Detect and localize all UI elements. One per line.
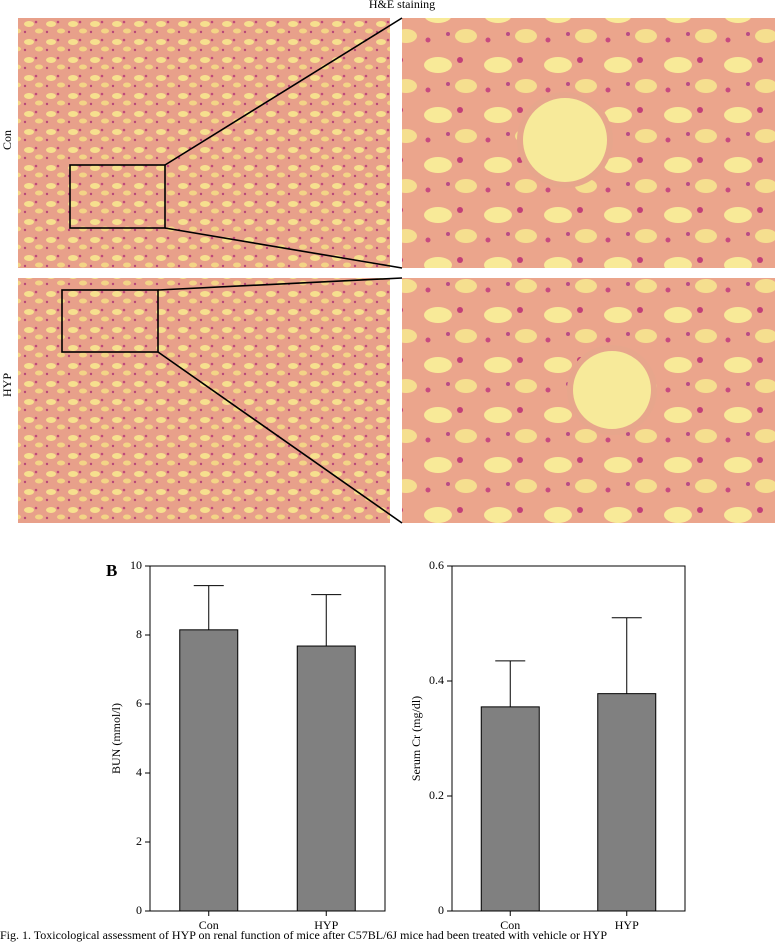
zoom-indicators [61, 17, 403, 524]
glomerulus [517, 92, 613, 188]
zoom-box [61, 289, 159, 353]
zoom-line [157, 351, 403, 524]
micrograph [18, 278, 390, 523]
x-tick-label: Con [199, 918, 219, 932]
y-tick-label: 8 [136, 627, 142, 641]
y-tick-label: 0.2 [429, 788, 444, 802]
y-tick-label: 4 [136, 765, 142, 779]
panel-title: H&E staining [369, 0, 435, 11]
zoom-box [69, 164, 166, 229]
plot-frame [451, 565, 686, 912]
zoom-line [164, 227, 403, 269]
bar [597, 693, 657, 912]
x-tick-label: HYP [615, 918, 639, 932]
zoom-line [157, 277, 403, 291]
y-tick-label: 10 [130, 558, 142, 572]
row-label: Con [0, 130, 14, 150]
bar [179, 629, 239, 912]
y-tick-label: 6 [136, 696, 142, 710]
x-tick-label: HYP [314, 918, 338, 932]
plot-frame [149, 565, 386, 912]
micrograph [18, 18, 390, 268]
zoom-line [164, 17, 403, 166]
y-axis-label: BUN (mmol/l) [109, 703, 123, 774]
x-tick-label: Con [500, 918, 520, 932]
y-axis-label: Serum Cr (mg/dl) [409, 696, 423, 781]
y-tick-label: 0 [438, 903, 444, 917]
caption: Fig. 1. Toxicological assessment of HYP … [0, 928, 607, 942]
bar [296, 645, 356, 912]
panel-label: B [106, 561, 117, 580]
y-tick-label: 0.6 [429, 558, 444, 572]
bar [480, 706, 540, 912]
row-label: HYP [0, 373, 14, 397]
y-tick-label: 0.4 [429, 673, 444, 687]
y-tick-label: 0 [136, 903, 142, 917]
glomerulus [567, 345, 657, 435]
y-tick-label: 2 [136, 834, 142, 848]
